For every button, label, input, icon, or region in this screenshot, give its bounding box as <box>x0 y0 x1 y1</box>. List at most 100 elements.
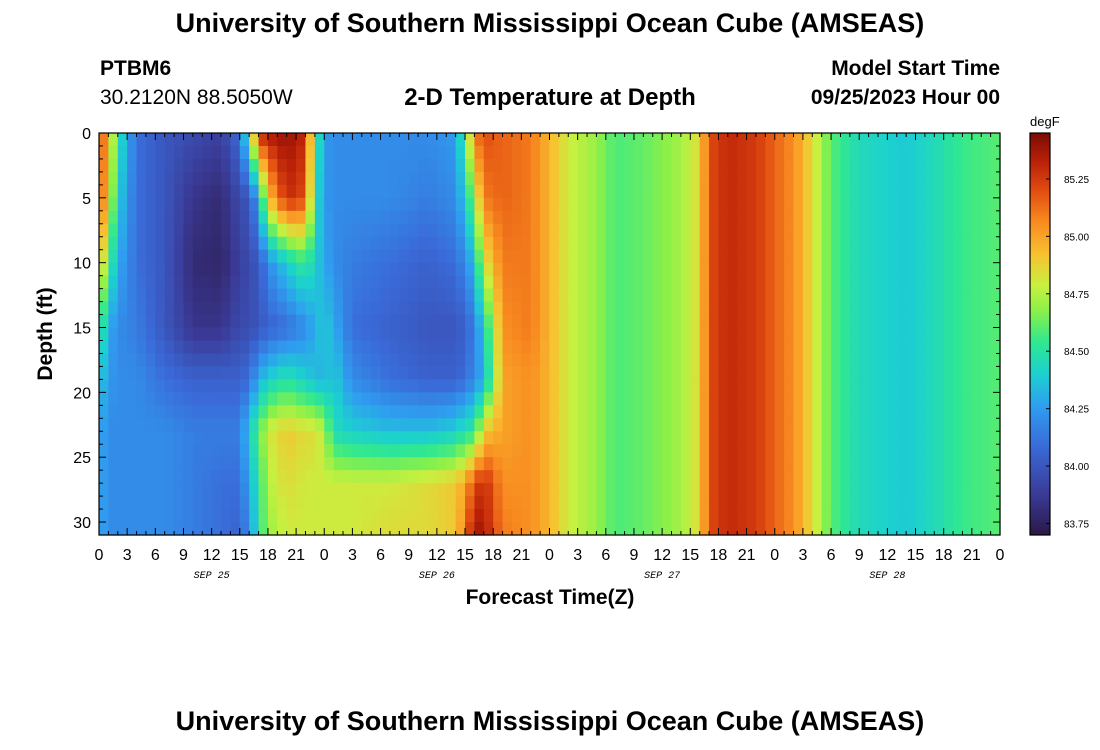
heatmap-cell <box>352 457 363 471</box>
heatmap-cell <box>352 444 363 458</box>
heatmap-cell <box>427 184 438 199</box>
heatmap-cell <box>877 314 888 329</box>
heatmap-cell <box>558 483 569 497</box>
heatmap-cell <box>333 158 344 173</box>
x-tick-label: 9 <box>630 547 639 564</box>
heatmap-cell <box>887 314 898 329</box>
heatmap-cell <box>962 353 973 368</box>
heatmap-cell <box>821 522 832 536</box>
heatmap-cell <box>145 262 156 277</box>
heatmap-cell <box>408 288 419 303</box>
heatmap-cell <box>108 223 119 238</box>
heatmap-cell <box>511 249 522 264</box>
heatmap-cell <box>605 444 616 458</box>
heatmap-cell <box>934 210 945 225</box>
heatmap-cell <box>652 353 663 368</box>
heatmap-cell <box>887 262 898 277</box>
heatmap-cell <box>680 353 691 368</box>
heatmap-cell <box>699 457 710 471</box>
heatmap-cell <box>774 249 785 264</box>
heatmap-cell <box>192 210 203 225</box>
heatmap-cell <box>155 314 166 329</box>
heatmap-cell <box>221 444 231 458</box>
heatmap-cell <box>934 431 945 445</box>
heatmap-cell <box>549 314 560 329</box>
heatmap-cell <box>483 158 494 173</box>
heatmap-cell <box>174 236 185 251</box>
heatmap-cell <box>971 184 982 199</box>
heatmap-cell <box>333 327 344 342</box>
heatmap-cell <box>258 457 269 471</box>
heatmap-cell <box>493 340 504 355</box>
heatmap-cell <box>211 392 222 406</box>
heatmap-cell <box>784 288 795 303</box>
heatmap-cell <box>389 496 400 510</box>
heatmap-cell <box>164 133 175 147</box>
heatmap-cell <box>99 496 109 510</box>
heatmap-cell <box>896 145 907 160</box>
heatmap-cell <box>258 379 269 393</box>
heatmap-cell <box>174 145 185 160</box>
heatmap-cell <box>530 353 541 368</box>
heatmap-cell <box>380 353 391 368</box>
heatmap-cell <box>849 483 860 497</box>
heatmap-cell <box>371 340 382 355</box>
heatmap-cell <box>436 470 447 484</box>
heatmap-cell <box>371 236 382 251</box>
heatmap-cell <box>755 496 766 510</box>
heatmap-cell <box>953 314 964 329</box>
heatmap-cell <box>117 327 128 342</box>
heatmap-cell <box>108 353 119 368</box>
heatmap-cell <box>924 158 935 173</box>
heatmap-cell <box>399 184 410 199</box>
heatmap-cell <box>549 275 560 290</box>
heatmap-cell <box>305 418 316 432</box>
heatmap-cell <box>784 301 795 316</box>
heatmap-cell <box>380 522 391 536</box>
heatmap-cell <box>221 327 231 342</box>
heatmap-cell <box>652 444 663 458</box>
heatmap-cell <box>577 353 588 368</box>
heatmap-cell <box>530 301 541 316</box>
heatmap-cell <box>877 288 888 303</box>
heatmap-cell <box>943 509 954 523</box>
heatmap-cell <box>343 301 354 316</box>
heatmap-cell <box>145 431 156 445</box>
heatmap-cell <box>981 327 992 342</box>
heatmap-cell <box>427 392 438 406</box>
heatmap-cell <box>690 314 701 329</box>
heatmap-cell <box>361 197 372 212</box>
heatmap-cell <box>587 145 598 160</box>
heatmap-cell <box>436 509 447 523</box>
heatmap-cell <box>296 457 307 471</box>
heatmap-cell <box>596 496 607 510</box>
heatmap-cell <box>493 392 504 406</box>
heatmap-cell <box>671 470 682 484</box>
heatmap-cell <box>737 366 748 380</box>
heatmap-cell <box>831 418 842 432</box>
heatmap-cell <box>502 392 513 406</box>
heatmap-cell <box>474 301 485 316</box>
heatmap-cell <box>896 236 907 251</box>
heatmap-cell <box>934 158 945 173</box>
heatmap-cell <box>699 158 710 173</box>
heatmap-cell <box>633 405 644 419</box>
heatmap-cell <box>990 171 1001 186</box>
heatmap-cell <box>483 314 494 329</box>
heatmap-cell <box>455 444 466 458</box>
heatmap-cell <box>718 262 729 277</box>
heatmap-cell <box>211 444 222 458</box>
heatmap-cell <box>680 457 691 471</box>
heatmap-cell <box>859 522 870 536</box>
heatmap-cell <box>549 405 560 419</box>
heatmap-cell <box>896 392 907 406</box>
heatmap-cell <box>493 171 504 186</box>
heatmap-cell <box>662 275 673 290</box>
heatmap-cell <box>474 262 485 277</box>
heatmap-cell <box>633 236 644 251</box>
heatmap-cell <box>690 340 701 355</box>
heatmap-cell <box>587 236 598 251</box>
heatmap-cell <box>718 496 729 510</box>
heatmap-cell <box>192 444 203 458</box>
